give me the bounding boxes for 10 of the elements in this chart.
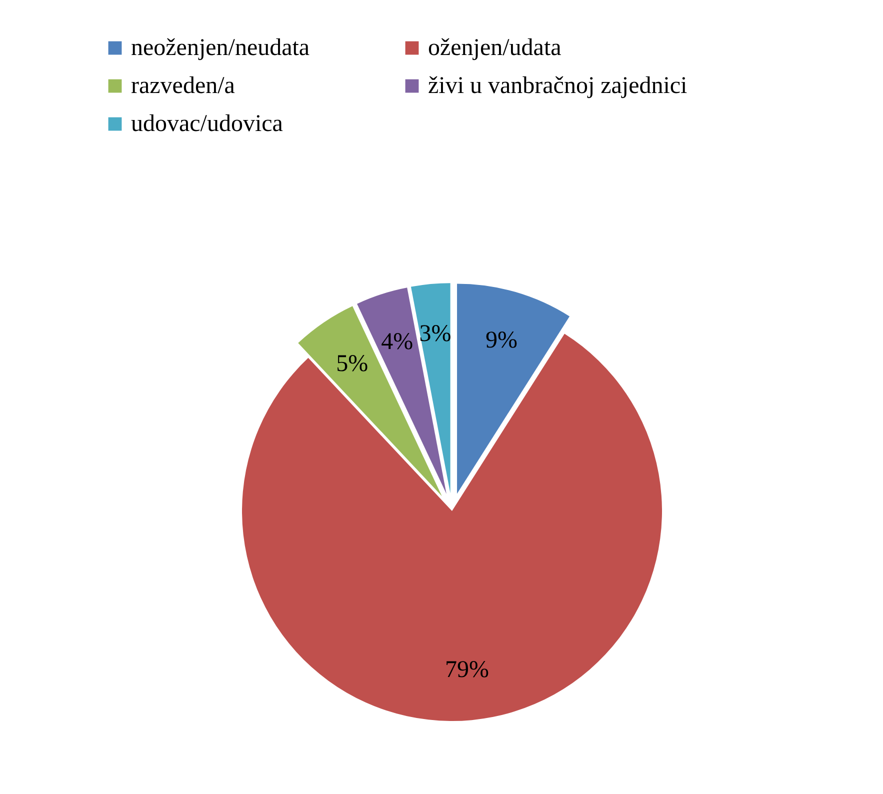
data-label: 5% bbox=[336, 351, 368, 378]
legend-label: živi u vanbračnoj zajednici bbox=[428, 73, 688, 99]
legend-label: neoženjen/neudata bbox=[131, 35, 310, 61]
legend-label: oženjen/udata bbox=[428, 35, 562, 61]
data-label: 9% bbox=[486, 327, 518, 354]
legend-label: razveden/a bbox=[131, 73, 236, 99]
data-label: 79% bbox=[445, 656, 490, 683]
data-label: 3% bbox=[419, 321, 452, 348]
data-label: 4% bbox=[381, 329, 414, 356]
legend-label: udovac/udovica bbox=[131, 111, 284, 137]
